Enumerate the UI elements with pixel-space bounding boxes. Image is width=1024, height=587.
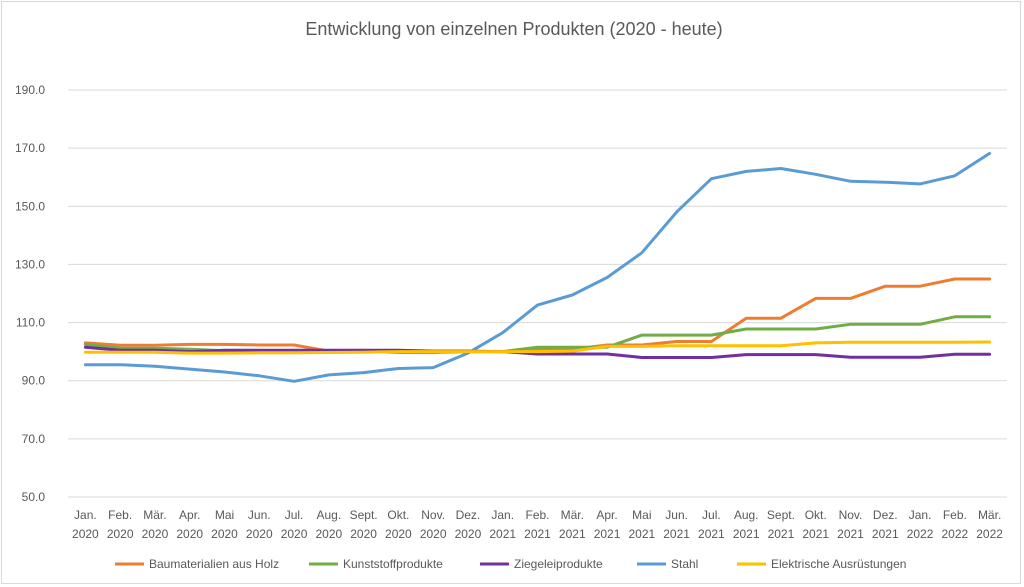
x-tick-label-year: 2021 [489, 527, 516, 541]
x-tick-label-year: 2022 [907, 527, 934, 541]
legend: Baumaterialien aus Holz Kunststoffprodukt… [115, 557, 906, 571]
x-tick-label-month: Dez. [873, 508, 898, 522]
x-tick-label-year: 2021 [628, 527, 655, 541]
x-tick-label-year: 2020 [455, 527, 482, 541]
x-tick-label-year: 2021 [663, 527, 690, 541]
x-tick-label-month: Jan. [74, 508, 97, 522]
series-line-1 [83, 315, 992, 354]
legend-label: Baumaterialien aus Holz [149, 557, 279, 571]
x-tick-label-year: 2020 [385, 527, 412, 541]
x-tick-label-month: Mai [215, 508, 234, 522]
x-tick-label-month: Jul. [285, 508, 304, 522]
x-tick-label-year: 2020 [246, 527, 273, 541]
x-tick-label-month: Feb. [943, 508, 967, 522]
x-tick-label-year: 2021 [768, 527, 795, 541]
series-lines [83, 151, 992, 383]
x-tick-label-year: 2021 [802, 527, 829, 541]
x-tick-label-year: 2021 [559, 527, 586, 541]
y-tick-label: 110.0 [16, 316, 45, 330]
x-tick-label-month: Jan. [909, 508, 932, 522]
x-tick-label-month: Dez. [456, 508, 481, 522]
x-tick-label-month: Apr. [179, 508, 200, 522]
y-tick-label: 50.0 [22, 490, 46, 504]
x-tick-label-month: Nov. [839, 508, 863, 522]
series-line-0 [83, 277, 992, 354]
y-axis-ticks: 50.0 70.0 90.0 110.0 130.0 150.0 170.0 190.0 [15, 83, 45, 504]
x-tick-label-month: Feb. [525, 508, 549, 522]
x-tick-label-year: 2020 [315, 527, 342, 541]
x-tick-label-year: 2020 [281, 527, 308, 541]
legend-label: Kunststoffprodukte [343, 557, 443, 571]
x-tick-label-year: 2022 [941, 527, 968, 541]
x-tick-label-year: 2021 [837, 527, 864, 541]
x-tick-label-year: 2021 [733, 527, 760, 541]
x-tick-label-year: 2020 [107, 527, 134, 541]
x-tick-label-month: Jun. [248, 508, 271, 522]
x-tick-label-month: Mai [632, 508, 651, 522]
series-line-2 [83, 345, 992, 359]
x-tick-label-month: Aug. [734, 508, 759, 522]
x-tick-label-month: Mär. [978, 508, 1001, 522]
x-tick-label-year: 2021 [594, 527, 621, 541]
y-tick-label: 190.0 [15, 83, 45, 97]
x-tick-label-month: Nov. [421, 508, 445, 522]
x-tick-label-month: Jun. [665, 508, 688, 522]
x-tick-label-year: 2020 [420, 527, 447, 541]
x-tick-label-year: 2022 [976, 527, 1003, 541]
legend-label: Stahl [671, 557, 698, 571]
x-tick-label-month: Okt. [387, 508, 409, 522]
legend-label: Ziegeleiprodukte [514, 557, 603, 571]
gridlines [68, 89, 1007, 498]
x-axis-ticks: Jan. 2020 Feb. 2020 Mär. 2020 Apr. 2020 Mai 2020 J… [72, 508, 1003, 541]
x-tick-label-year: 2020 [211, 527, 238, 541]
x-tick-label-year: 2020 [72, 527, 99, 541]
x-tick-label-year: 2020 [142, 527, 169, 541]
series-line-3 [83, 151, 992, 383]
x-tick-label-month: Jul. [702, 508, 721, 522]
series-line-4 [83, 340, 992, 355]
chart-title: Entwicklung von einzelnen Produkten (202… [305, 19, 722, 39]
x-tick-label-month: Sept. [767, 508, 795, 522]
y-tick-label: 70.0 [22, 432, 46, 446]
x-tick-label-year: 2021 [524, 527, 551, 541]
y-tick-label: 150.0 [15, 199, 45, 213]
y-tick-label: 90.0 [22, 374, 46, 388]
x-tick-label-month: Mär. [561, 508, 584, 522]
x-tick-label-year: 2021 [872, 527, 899, 541]
y-tick-label: 170.0 [15, 141, 45, 155]
legend-label: Elektrische Ausrüstungen [771, 557, 906, 571]
x-tick-label-month: Feb. [108, 508, 132, 522]
y-tick-label: 130.0 [15, 257, 45, 271]
x-tick-label-year: 2020 [176, 527, 203, 541]
x-tick-label-month: Sept. [350, 508, 378, 522]
x-tick-label-month: Okt. [805, 508, 827, 522]
x-tick-label-month: Jan. [491, 508, 514, 522]
x-tick-label-month: Mär. [143, 508, 166, 522]
x-tick-label-year: 2021 [698, 527, 725, 541]
x-tick-label-month: Apr. [596, 508, 617, 522]
x-tick-label-month: Aug. [316, 508, 341, 522]
x-tick-label-year: 2020 [350, 527, 377, 541]
